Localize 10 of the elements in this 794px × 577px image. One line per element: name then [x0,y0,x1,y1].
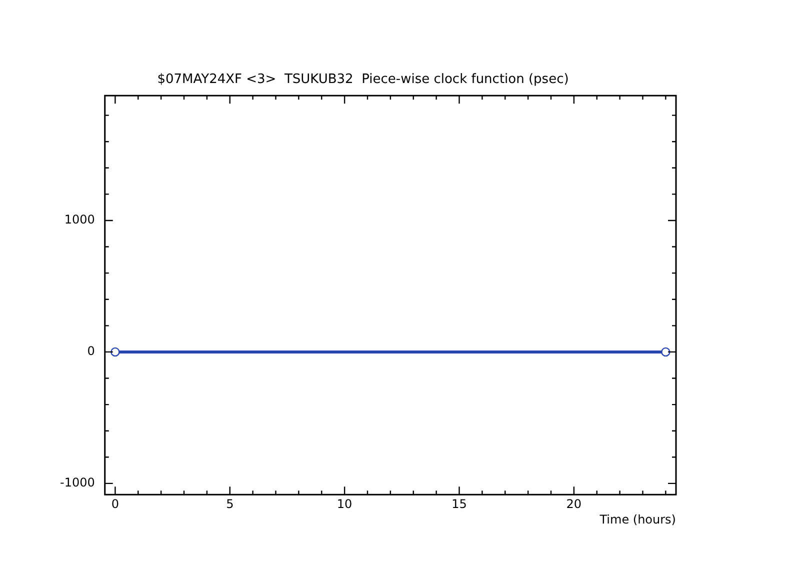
x-tick-label: 20 [566,496,582,511]
y-tick-label: -1000 [60,476,95,490]
x-tick-label: 0 [111,496,120,511]
x-tick-label: 15 [452,496,467,511]
y-tick-label: 0 [87,344,95,358]
chart-title: $07MAY24XF <3> TSUKUB32 Piece-wise clock function (psec) [157,72,569,88]
x-tick-label: 10 [336,496,352,511]
x-axis-title: Time (hours) [598,512,676,527]
x-tick-label: 5 [226,496,234,511]
y-tick-label: 1000 [64,212,95,227]
